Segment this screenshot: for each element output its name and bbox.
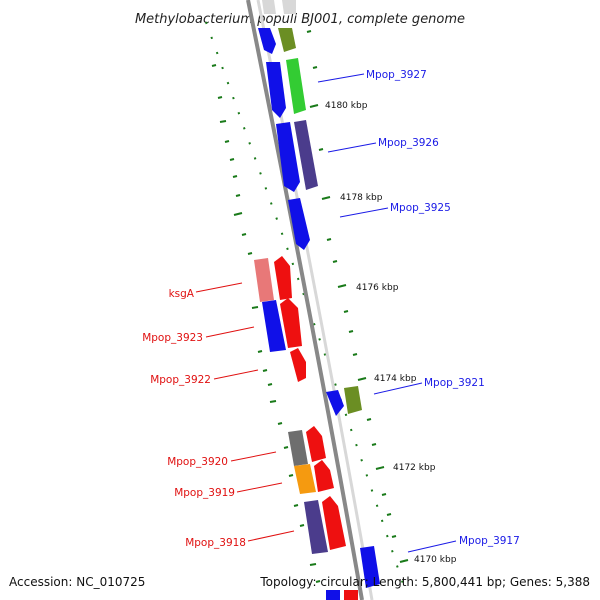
gene-arrow[interactable] xyxy=(254,258,274,302)
leader-line xyxy=(236,482,283,493)
tick-mark xyxy=(309,104,319,108)
gene-arrow[interactable] xyxy=(322,496,346,550)
tick-mark xyxy=(357,377,367,381)
topology-text: Topology: circular; Length: 5,800,441 bp… xyxy=(259,575,590,589)
leader-line xyxy=(373,382,423,395)
gene-label[interactable]: Mpop_3919 xyxy=(174,487,235,499)
tick-mark xyxy=(321,196,331,200)
gene-label[interactable]: Mpop_3918 xyxy=(185,537,246,549)
gene-arrow[interactable] xyxy=(274,256,292,300)
gene-arrow[interactable] xyxy=(306,426,326,462)
gene-label[interactable]: Mpop_3923 xyxy=(142,332,203,344)
leader-line xyxy=(407,540,457,553)
leader-line xyxy=(213,369,259,380)
gene-arrow[interactable] xyxy=(344,590,358,600)
leader-line xyxy=(205,326,255,338)
leader-line xyxy=(327,142,377,153)
genome-backbone xyxy=(246,0,364,600)
gene-arrow[interactable] xyxy=(290,348,306,382)
gene-arrow[interactable] xyxy=(288,198,310,250)
gene-arrow[interactable] xyxy=(266,62,286,118)
tick-label: 4180 kbp xyxy=(325,101,368,111)
tick-mark xyxy=(337,284,347,288)
gene-arrow[interactable] xyxy=(280,298,302,348)
minor-ticks-right xyxy=(306,30,397,538)
gene-label[interactable]: Mpop_3917 xyxy=(459,535,520,547)
gene-arrow[interactable] xyxy=(288,430,308,466)
leader-line xyxy=(247,530,295,542)
gene-blocks xyxy=(254,0,380,600)
leader-line xyxy=(230,451,277,462)
accession-text: Accession: NC_010725 xyxy=(9,575,145,589)
gene-arrow[interactable] xyxy=(278,28,296,52)
gene-label[interactable]: Mpop_3925 xyxy=(390,202,451,214)
gene-label[interactable]: Mpop_3921 xyxy=(424,377,485,389)
map-title: Methylobacterium populi BJ001, complete … xyxy=(135,12,465,27)
gene-label[interactable]: Mpop_3920 xyxy=(167,456,228,468)
right-gene-labels: Mpop_3927 Mpop_3926 Mpop_3925 Mpop_3921 … xyxy=(317,69,520,553)
gene-label[interactable]: Mpop_3926 xyxy=(378,137,439,149)
gene-label[interactable]: Mpop_3927 xyxy=(366,69,427,81)
gene-label[interactable]: ksgA xyxy=(169,288,195,300)
leader-line xyxy=(317,73,365,83)
left-gene-labels: ksgA Mpop_3923 Mpop_3922 Mpop_3920 Mpop_… xyxy=(142,282,295,549)
gene-arrow[interactable] xyxy=(326,590,340,600)
tick-group: 4180 kbp 4178 kbp 4176 kbp 4174 kbp 4172… xyxy=(309,101,457,565)
leader-line xyxy=(195,282,243,293)
minor-ticks-left xyxy=(211,64,321,583)
gene-arrow[interactable] xyxy=(262,300,286,352)
tick-label: 4170 kbp xyxy=(414,555,457,565)
gene-arrow[interactable] xyxy=(326,390,344,416)
gene-arrow[interactable] xyxy=(294,464,316,494)
gene-arrow[interactable] xyxy=(344,386,362,414)
gene-arrow[interactable] xyxy=(314,460,334,492)
tick-mark xyxy=(399,559,409,563)
gene-label[interactable]: Mpop_3922 xyxy=(150,374,211,386)
gene-arrow[interactable] xyxy=(258,28,276,54)
gene-arrow[interactable] xyxy=(282,0,296,14)
tick-mark xyxy=(375,466,385,470)
leader-line xyxy=(339,207,389,218)
gene-arrow[interactable] xyxy=(262,0,276,14)
gene-arrow[interactable] xyxy=(360,546,380,588)
tick-label: 4176 kbp xyxy=(356,283,399,293)
tick-label: 4174 kbp xyxy=(374,374,417,384)
gene-arrow[interactable] xyxy=(286,58,306,114)
tick-label: 4172 kbp xyxy=(393,463,436,473)
gene-arrow[interactable] xyxy=(276,122,300,192)
gene-arrow[interactable] xyxy=(304,500,328,554)
gene-arrow[interactable] xyxy=(294,120,318,190)
tick-label: 4178 kbp xyxy=(340,193,383,203)
